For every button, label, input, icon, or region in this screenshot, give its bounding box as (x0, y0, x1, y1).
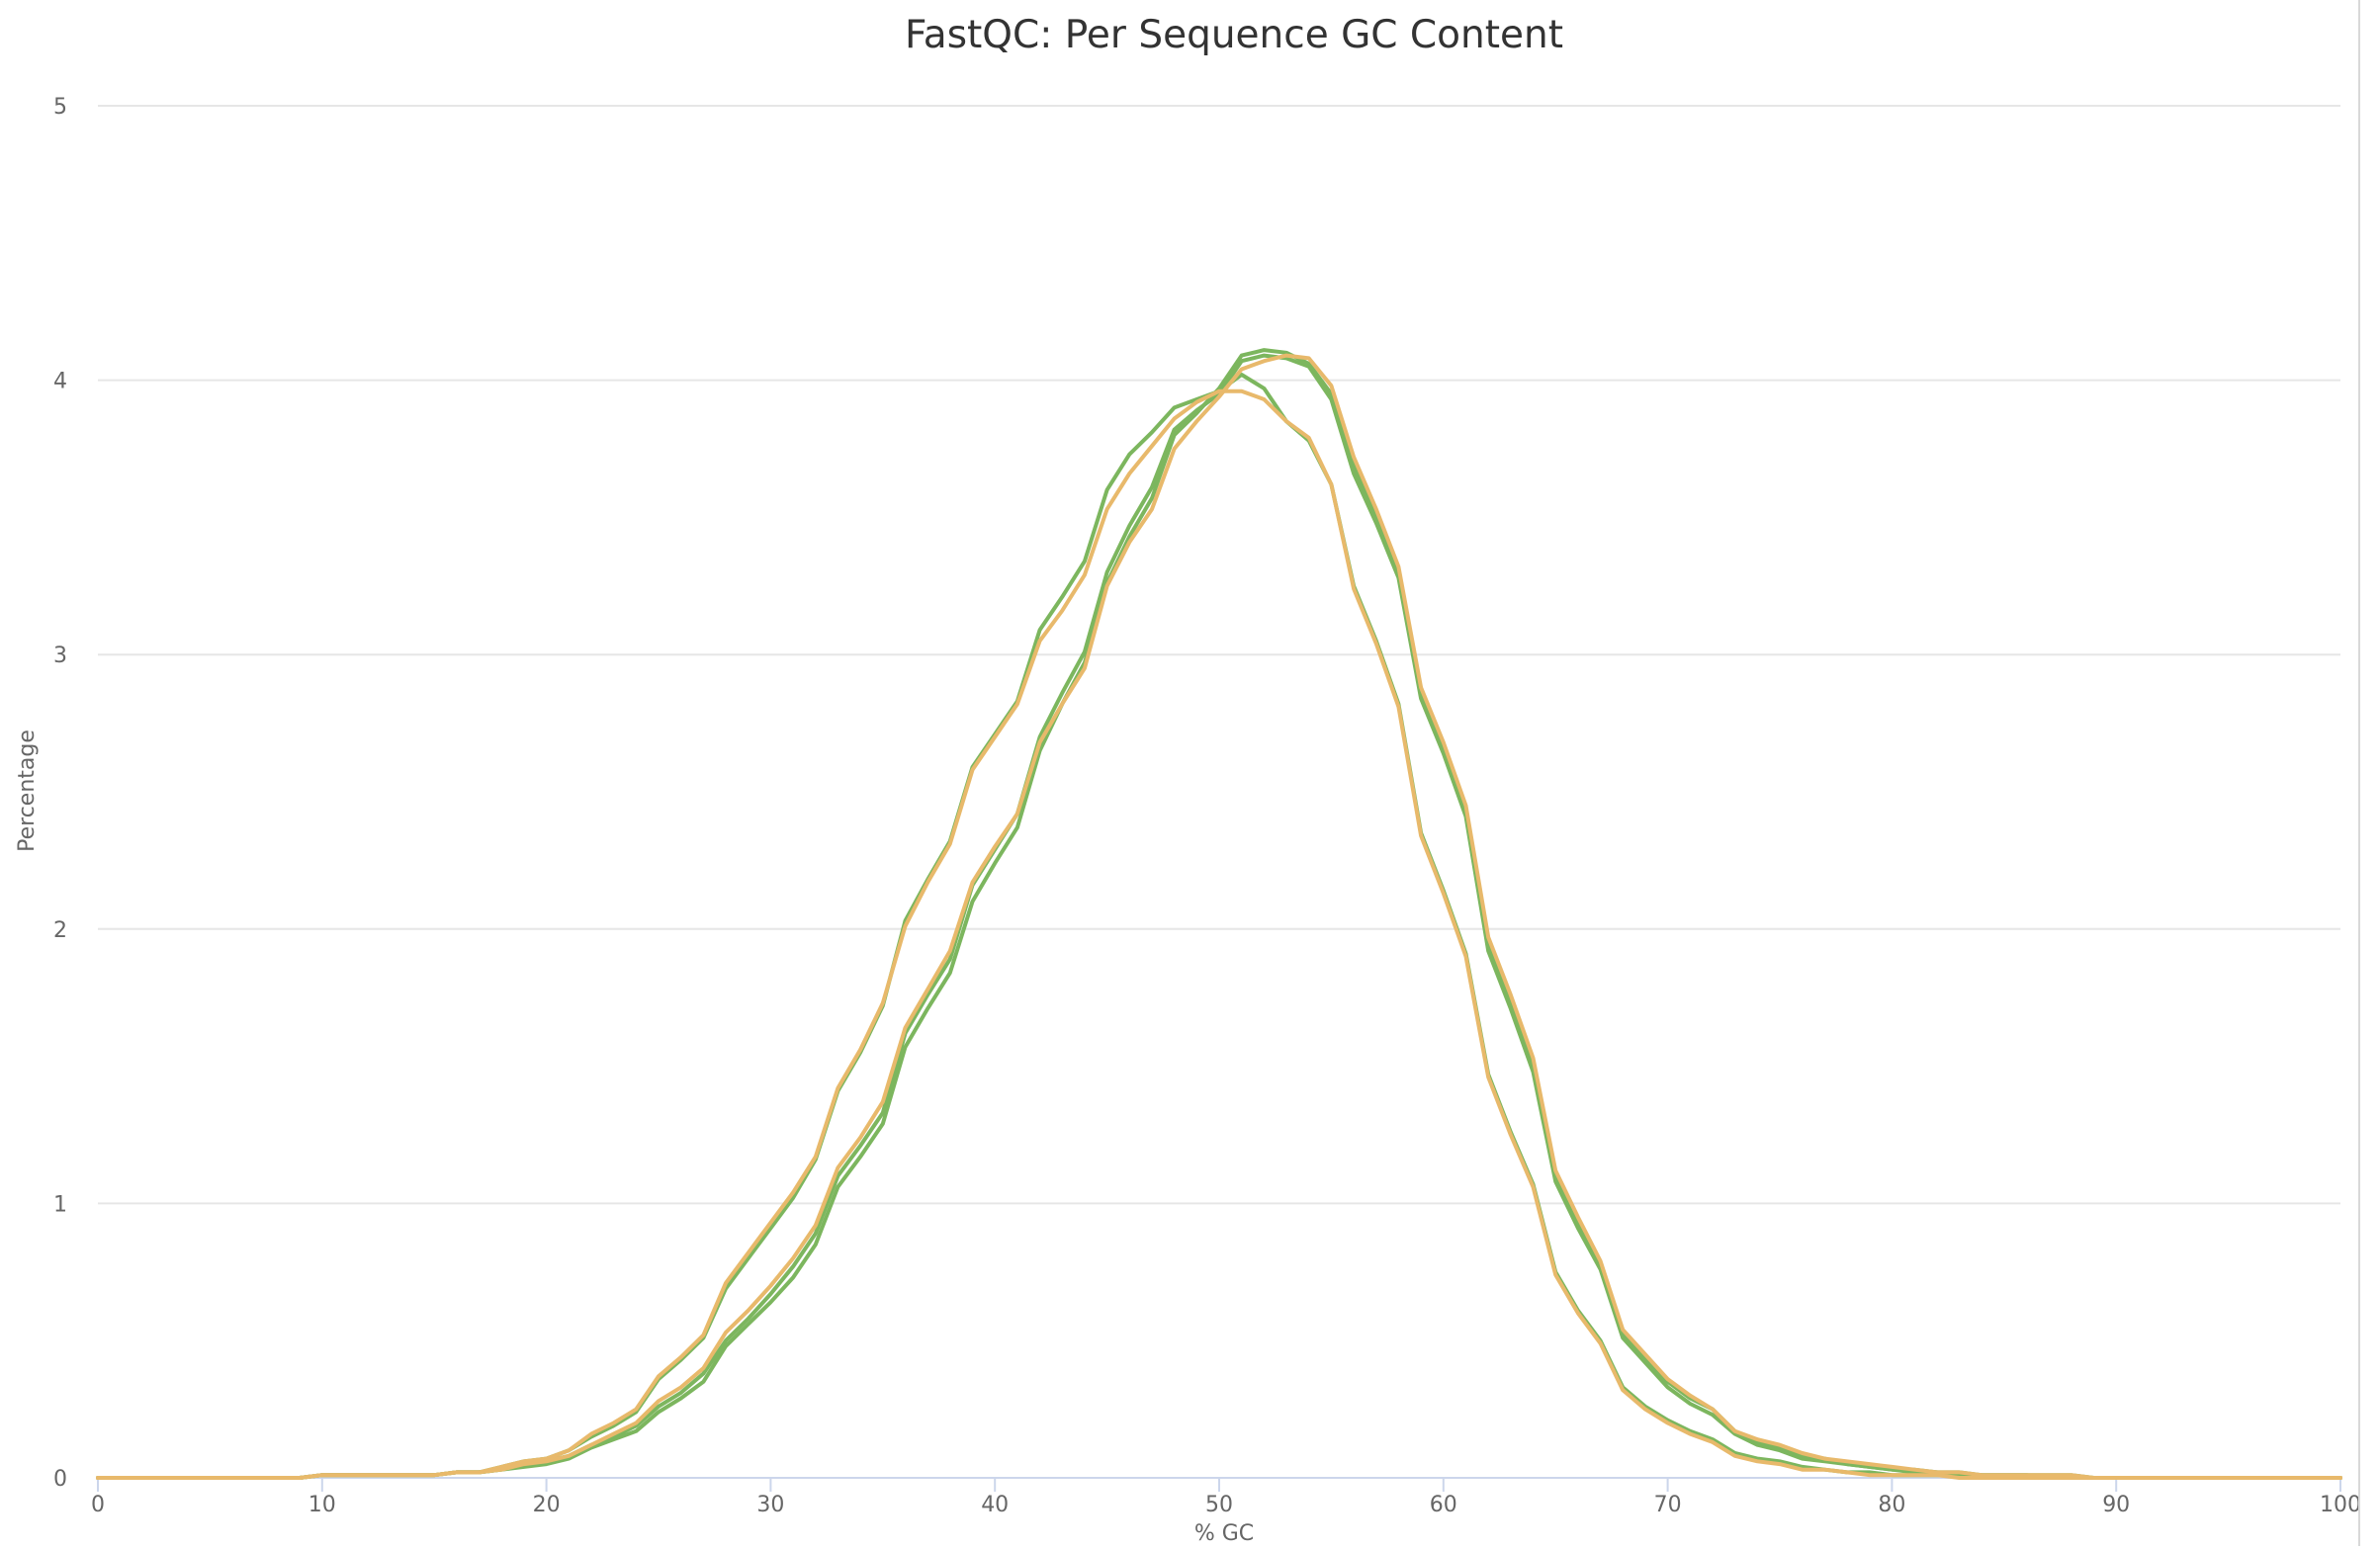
x-tick-label: 40 (981, 1493, 1009, 1517)
x-tick-label: 100 (2320, 1493, 2361, 1517)
y-tick-label: 4 (53, 370, 67, 394)
y-tick-label: 3 (53, 644, 67, 668)
x-tick-label: 30 (756, 1493, 784, 1517)
series-line-2[interactable] (96, 353, 2342, 1480)
y-tick-label: 0 (53, 1467, 67, 1492)
x-tick-label: 70 (1654, 1493, 1682, 1517)
y-tick-label: 1 (53, 1192, 67, 1217)
x-tick-label: 90 (2102, 1493, 2130, 1517)
x-tick-label: 10 (309, 1493, 336, 1517)
x-tick-label: 0 (91, 1493, 105, 1517)
y-tick-label: 5 (53, 95, 67, 120)
y-tick-label: 2 (53, 918, 67, 943)
x-tick-label: 20 (533, 1493, 561, 1517)
x-tick-label: 50 (1205, 1493, 1233, 1517)
x-tick-label: 80 (1878, 1493, 1905, 1517)
series-line-3[interactable] (96, 373, 2342, 1480)
x-axis-title: % GC (1194, 1521, 1254, 1546)
chart-title: FastQC: Per Sequence GC Content (905, 13, 1563, 57)
gridlines (98, 105, 2340, 1205)
x-tick-label: 60 (1430, 1493, 1457, 1517)
series-lines (96, 348, 2342, 1480)
series-line-1[interactable] (96, 348, 2342, 1480)
y-axis-title: Percentage (15, 730, 40, 852)
series-line-4[interactable] (96, 388, 2342, 1480)
series-line-5[interactable] (96, 353, 2342, 1480)
